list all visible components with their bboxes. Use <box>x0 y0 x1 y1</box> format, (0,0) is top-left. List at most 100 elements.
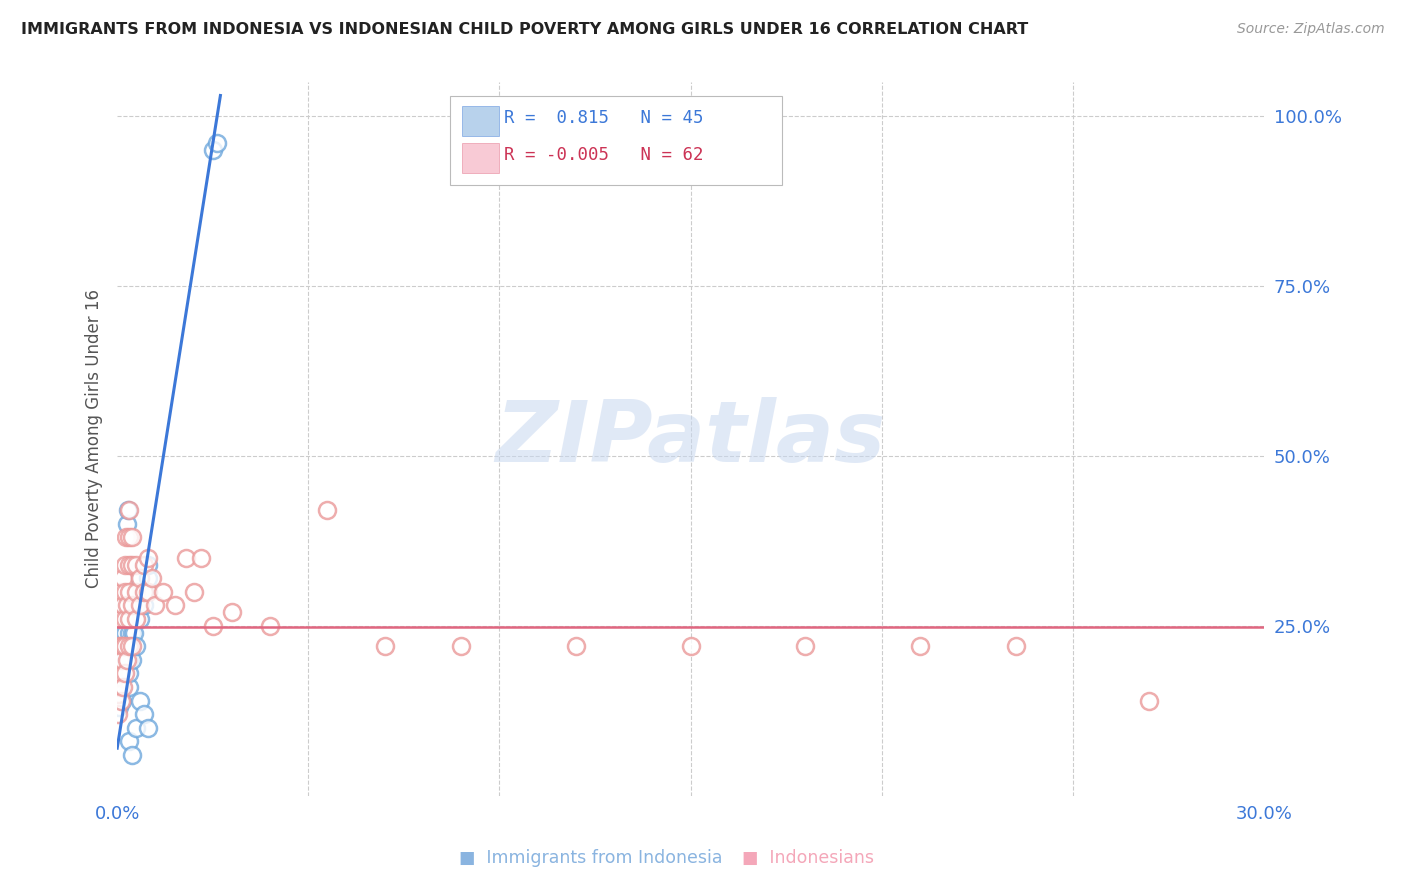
Point <box>125 584 148 599</box>
Point <box>132 558 155 572</box>
Point <box>121 653 143 667</box>
Point <box>152 584 174 599</box>
Point <box>129 571 152 585</box>
Point <box>183 584 205 599</box>
Point <box>136 721 159 735</box>
Point <box>118 734 141 748</box>
Point <box>110 687 132 701</box>
Point <box>125 558 148 572</box>
Point <box>108 700 131 714</box>
Point <box>111 680 134 694</box>
Point <box>110 584 132 599</box>
Point <box>163 599 186 613</box>
Point <box>111 639 134 653</box>
FancyBboxPatch shape <box>463 106 499 136</box>
Point <box>908 639 931 653</box>
Point <box>114 612 136 626</box>
Point <box>132 584 155 599</box>
Point <box>174 550 197 565</box>
Point <box>450 639 472 653</box>
Point <box>120 639 142 653</box>
Point <box>125 599 148 613</box>
Point <box>129 599 152 613</box>
Point <box>374 639 396 653</box>
Point <box>107 707 129 722</box>
Point <box>114 639 136 653</box>
Point <box>190 550 212 565</box>
Point <box>111 693 134 707</box>
Point <box>221 605 243 619</box>
Point <box>136 550 159 565</box>
Point <box>132 599 155 613</box>
Point <box>316 503 339 517</box>
Point <box>129 693 152 707</box>
Point <box>794 639 817 653</box>
Point <box>124 625 146 640</box>
Text: ■  Immigrants from Indonesia: ■ Immigrants from Indonesia <box>458 848 723 866</box>
Point <box>111 680 134 694</box>
Point <box>118 639 141 653</box>
Point <box>118 653 141 667</box>
Point <box>121 639 143 653</box>
Point <box>121 625 143 640</box>
Point <box>121 530 143 544</box>
Point <box>110 666 132 681</box>
Point <box>121 639 143 653</box>
Y-axis label: Child Poverty Among Girls Under 16: Child Poverty Among Girls Under 16 <box>86 289 103 589</box>
Point <box>121 558 143 572</box>
Point <box>118 612 141 626</box>
Point <box>121 747 143 762</box>
Point <box>121 599 143 613</box>
Point <box>118 666 141 681</box>
Point <box>114 558 136 572</box>
Point <box>118 503 141 517</box>
Point <box>111 571 134 585</box>
Point <box>110 693 132 707</box>
Point <box>259 619 281 633</box>
Text: IMMIGRANTS FROM INDONESIA VS INDONESIAN CHILD POVERTY AMONG GIRLS UNDER 16 CORRE: IMMIGRANTS FROM INDONESIA VS INDONESIAN … <box>21 22 1028 37</box>
Point <box>118 612 141 626</box>
Point <box>565 639 588 653</box>
Point <box>114 530 136 544</box>
Point <box>145 599 167 613</box>
Point <box>110 653 132 667</box>
Point <box>118 558 141 572</box>
Point <box>117 503 139 517</box>
FancyBboxPatch shape <box>463 144 499 173</box>
Point <box>201 143 224 157</box>
Point <box>110 666 132 681</box>
Point <box>115 653 138 667</box>
Point <box>129 612 152 626</box>
Point <box>115 516 138 531</box>
Point <box>114 666 136 681</box>
Point <box>205 136 228 150</box>
Point <box>114 653 136 667</box>
Point <box>201 619 224 633</box>
Point <box>136 558 159 572</box>
Point <box>110 612 132 626</box>
Point <box>108 680 131 694</box>
Point <box>108 666 131 681</box>
Point <box>132 707 155 722</box>
Point <box>141 571 163 585</box>
Text: Source: ZipAtlas.com: Source: ZipAtlas.com <box>1237 22 1385 37</box>
Text: ■  Indonesians: ■ Indonesians <box>742 848 875 866</box>
Point <box>136 584 159 599</box>
Point <box>110 680 132 694</box>
Point <box>679 639 702 653</box>
Text: ZIPatlas: ZIPatlas <box>495 397 886 480</box>
Point <box>114 639 136 653</box>
Point <box>115 653 138 667</box>
Point <box>115 639 138 653</box>
Point <box>125 612 148 626</box>
FancyBboxPatch shape <box>450 96 782 186</box>
Point <box>114 584 136 599</box>
Point <box>125 721 148 735</box>
Point <box>132 584 155 599</box>
Point <box>110 639 132 653</box>
Point <box>115 599 138 613</box>
Point <box>114 666 136 681</box>
Point <box>125 639 148 653</box>
Point <box>129 584 152 599</box>
Point <box>107 687 129 701</box>
